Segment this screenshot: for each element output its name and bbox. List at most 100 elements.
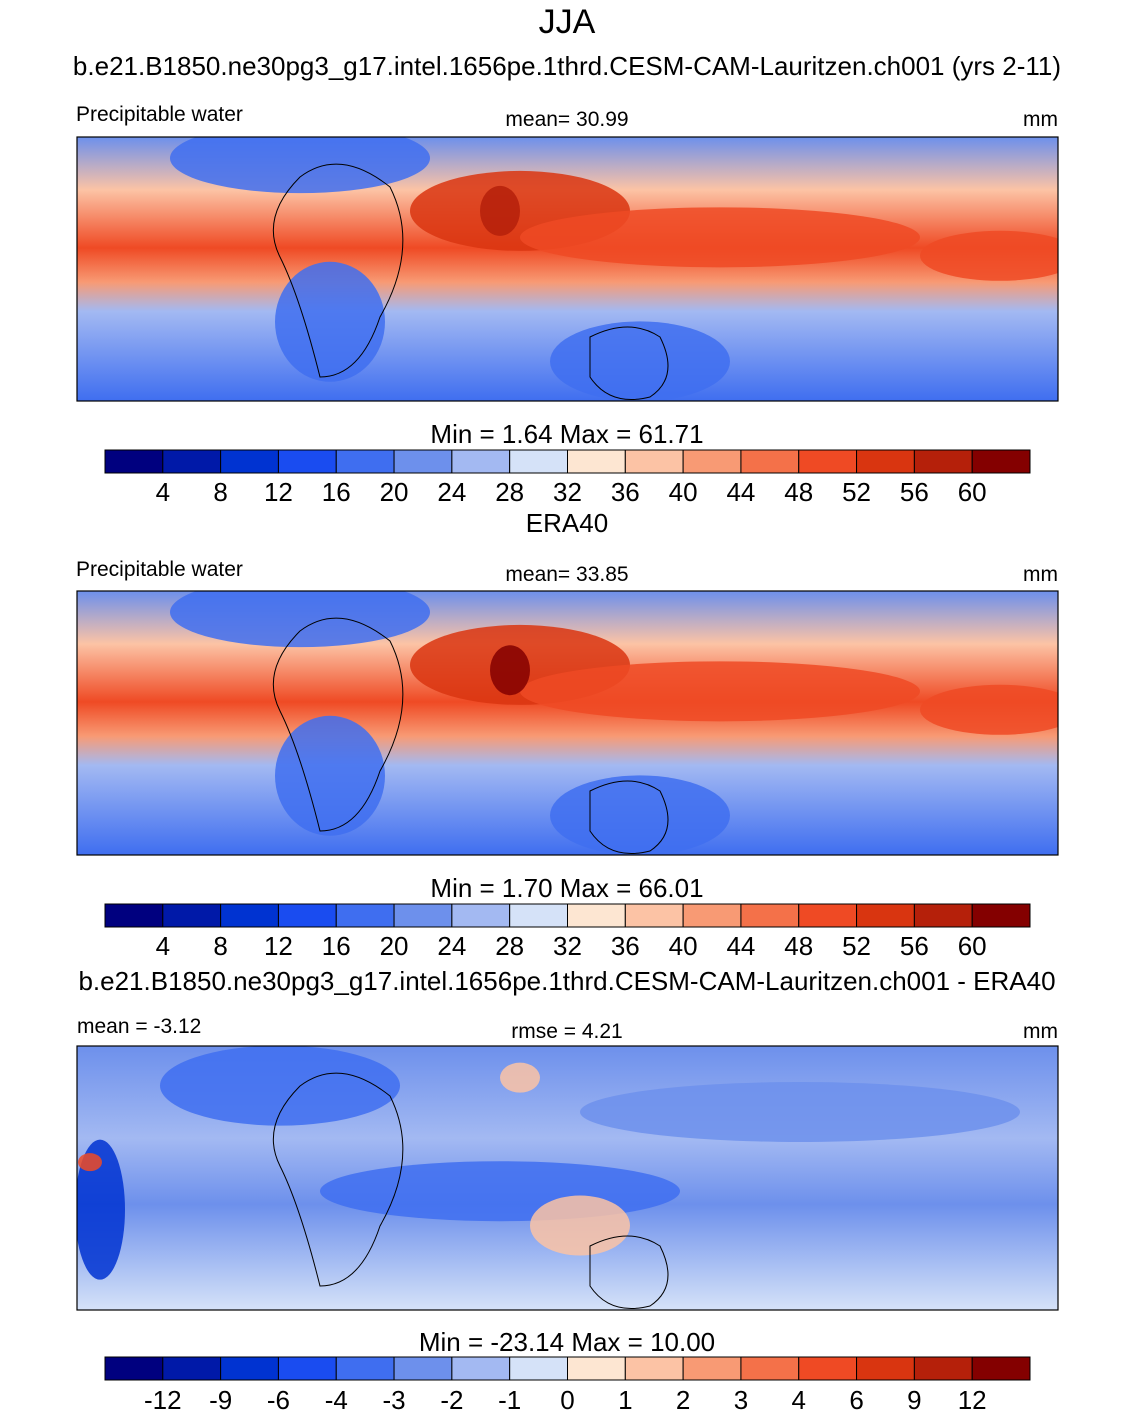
map-region [77,1139,125,1280]
colorbar-box [740,449,800,474]
colorbar-tick-label: 56 [900,931,929,961]
colorbar-tick-label: 2 [676,1385,690,1415]
figure-title: JJA [539,3,596,41]
colorbar-box [856,1356,915,1381]
colorbar-box [682,1356,742,1381]
map-region [275,261,385,382]
colorbar-box [798,449,858,474]
colorbar-tick-label: 8 [213,477,227,507]
colorbar-box [162,903,222,928]
colorbar-tick-label: 3 [734,1385,748,1415]
colorbar-tick-label: -6 [267,1385,290,1415]
colorbar-tick-label: 20 [380,931,409,961]
map-region [530,1195,630,1256]
min-max-label: Min = 1.64 Max = 61.71 [430,419,703,449]
colorbar-tick-label: -2 [440,1385,463,1415]
colorbar-box [624,903,684,928]
map-frame [76,590,1059,856]
colorbar-tick-label: 12 [264,931,293,961]
colorbar-box [335,449,395,474]
map-region [275,715,385,836]
colorbar-tick-label: 32 [553,477,582,507]
colorbar-tick-label: 4 [156,931,170,961]
colorbar-box [971,449,1031,474]
map-region [320,1161,680,1222]
colorbar-box [220,1356,279,1381]
colorbar-tick-label: 48 [784,477,813,507]
colorbar-box [682,903,742,928]
map-region [78,1153,102,1172]
colorbar-tick-label: 6 [849,1385,863,1415]
colorbar-box [567,1356,626,1381]
colorbar-box [104,903,164,928]
colorbar-tick-label: 0 [560,1385,574,1415]
map-region [520,661,920,722]
colorbar-box [913,1356,973,1381]
colorbar-box [393,903,453,928]
min-max-label: Min = -23.14 Max = 10.00 [419,1327,715,1357]
colorbar-box [277,449,337,474]
colorbar-box [798,903,858,928]
map-region [490,645,530,696]
panel-heading: b.e21.B1850.ne30pg3_g17.intel.1656pe.1th… [78,966,1055,996]
map-region [170,591,430,648]
colorbar-tick-label: 44 [726,931,755,961]
colorbar-tick-label: 52 [842,931,871,961]
colorbar-tick-label: 12 [264,477,293,507]
coastline [272,163,669,400]
center-label: rmse = 4.21 [511,1020,622,1043]
colorbar-box [971,1356,1031,1381]
colorbar-box [335,1356,395,1381]
colorbar-tick-label: 1 [618,1385,632,1415]
panel-heading: ERA40 [526,508,608,538]
colorbar-tick-label: 36 [611,931,640,961]
colorbar-box [624,449,684,474]
colorbar-tick-label: 52 [842,477,871,507]
colorbar-tick-label: 32 [553,931,582,961]
map [77,137,1058,402]
colorbar-box [162,1356,222,1381]
colorbar-tick-label: -9 [209,1385,232,1415]
right-label: mm [1023,563,1058,586]
colorbar-tick-label: -1 [498,1385,521,1415]
colorbar-box [162,449,222,474]
map-region [550,321,730,402]
colorbar-tick-label: 60 [958,477,987,507]
map-region [920,230,1058,281]
colorbar-tick-label: 9 [907,1385,921,1415]
map-frame [76,136,1059,402]
map [77,591,1058,856]
colorbar-tick-label: 40 [669,477,698,507]
colorbar-tick-label: 60 [958,931,987,961]
map [77,1046,1058,1310]
left-label: Precipitable water [76,558,243,581]
map-region [500,1062,540,1093]
center-label: mean= 30.99 [505,108,628,131]
colorbar-box [682,449,742,474]
left-label: Precipitable water [76,103,243,126]
coastline [272,617,669,854]
map-region [520,207,920,268]
colorbar-tick-label: 28 [495,931,524,961]
colorbar-box [798,1356,858,1381]
colorbar-box [277,903,337,928]
colorbar-box [567,449,626,474]
colorbar-box [509,449,568,474]
colorbar-box [451,1356,511,1381]
map-region [480,185,520,236]
colorbar-box [451,903,511,928]
colorbar-tick-label: 56 [900,477,929,507]
colorbar-box [971,903,1031,928]
colorbar-tick-label: 16 [322,477,351,507]
colorbar-tick-label: 44 [726,477,755,507]
colorbar-box [856,449,915,474]
map-region [920,684,1058,735]
map-region [550,775,730,856]
colorbar-tick-label: 36 [611,477,640,507]
colorbar-box [740,903,800,928]
colorbar-tick-label: 12 [958,1385,987,1415]
colorbar-box [104,449,164,474]
min-max-label: Min = 1.70 Max = 66.01 [430,873,703,903]
map-region [170,137,430,194]
colorbar-box [393,1356,453,1381]
